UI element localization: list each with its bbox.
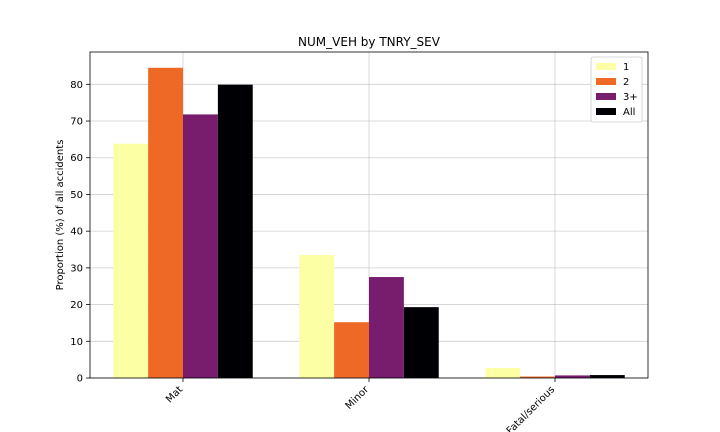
legend-swatch xyxy=(596,63,616,70)
bar-minor-series-3 xyxy=(369,277,404,378)
y-tick-label: 10 xyxy=(70,337,83,348)
bar-minor-series-1 xyxy=(299,255,335,378)
legend-swatch xyxy=(596,93,616,100)
bar-fatal-serious-series-1 xyxy=(485,368,521,378)
y-axis: 0 10 20 30 40 50 60 70 80 xyxy=(70,80,90,385)
y-tick-label: 50 xyxy=(70,190,83,201)
bar-fatal-serious-series-2 xyxy=(520,376,555,378)
y-tick-label: 60 xyxy=(70,153,83,164)
legend: 1 2 3+ All xyxy=(590,56,643,123)
legend-box xyxy=(590,56,643,123)
y-tick-label: 80 xyxy=(70,80,83,91)
legend-swatch xyxy=(596,108,616,115)
bar-minor-series-4 xyxy=(403,307,439,378)
y-tick-label: 20 xyxy=(70,300,83,311)
y-tick-label: 0 xyxy=(77,374,83,385)
y-tick-label: 40 xyxy=(70,227,83,238)
bar-mat-series-4 xyxy=(217,84,253,378)
legend-label: 2 xyxy=(623,77,629,88)
y-tick-label: 70 xyxy=(70,117,83,128)
legend-label: 3+ xyxy=(623,92,638,103)
bars xyxy=(113,67,625,378)
bar-fatal-serious-series-3 xyxy=(555,375,590,378)
y-axis-label: Proportion (%) of all accidents xyxy=(55,140,66,291)
y-tick-label: 30 xyxy=(70,263,83,274)
bar-minor-series-2 xyxy=(334,322,369,378)
legend-swatch xyxy=(596,78,616,85)
chart-title: NUM_VEH by TNRY_SEV xyxy=(298,35,441,49)
bar-mat-series-2 xyxy=(148,67,183,378)
bar-mat-series-3 xyxy=(183,114,218,378)
bar-mat-series-1 xyxy=(113,143,149,378)
bar-fatal-serious-series-4 xyxy=(589,375,625,378)
legend-label: 1 xyxy=(623,62,629,73)
legend-label: All xyxy=(623,107,635,118)
